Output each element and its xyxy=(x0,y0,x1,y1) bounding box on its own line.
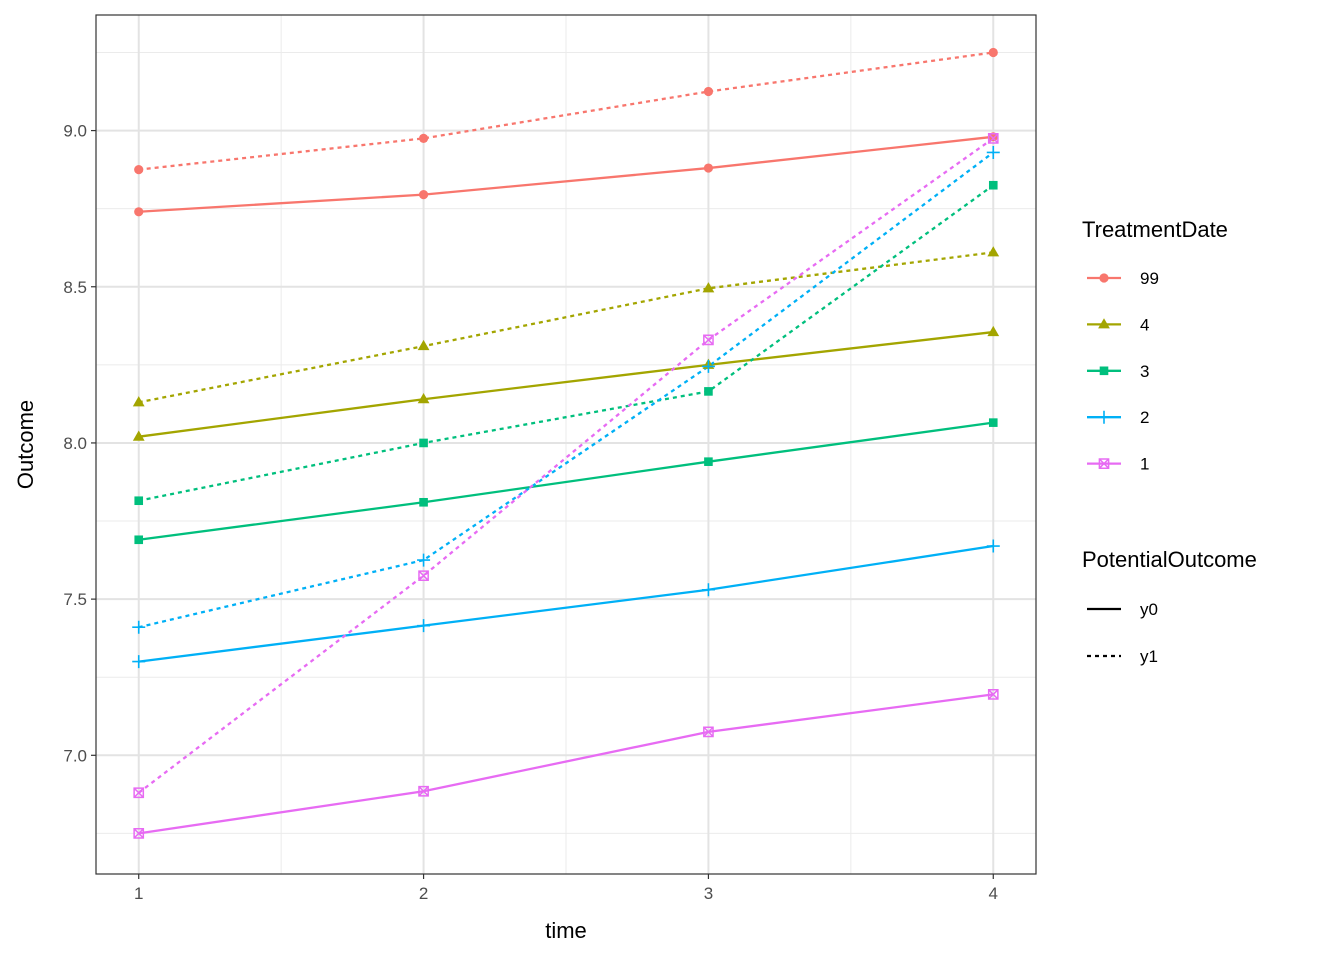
data-point-1-y1 xyxy=(133,787,145,799)
data-point-4-y1 xyxy=(987,246,1000,257)
data-point-3-y1 xyxy=(988,180,998,190)
x-axis-title: time xyxy=(545,918,587,943)
y-tick-label: 8.0 xyxy=(63,434,87,453)
data-point-1-y0 xyxy=(418,785,429,797)
data-point-3-y0 xyxy=(419,497,428,507)
data-point-1-y1 xyxy=(987,133,999,144)
data-point-1-y1 xyxy=(703,334,714,346)
series-line-1-y0 xyxy=(138,693,994,835)
series-line-99-y0 xyxy=(138,135,994,213)
series-line-3-y1 xyxy=(138,184,994,502)
potential-outcome-legend: PotentialOutcome y0 y1 xyxy=(1082,547,1257,666)
series-lines xyxy=(138,51,994,835)
legend-label: 1 xyxy=(1140,455,1149,474)
y-tick-label: 9.0 xyxy=(63,122,87,141)
y-tick-label: 7.5 xyxy=(63,590,87,609)
x-tick-label: 1 xyxy=(134,884,143,903)
legend-key-marker xyxy=(1099,273,1109,283)
treatment-date-legend: TreatmentDate 99 4 3 2 1 xyxy=(1082,217,1228,474)
data-point-99-y1 xyxy=(988,47,998,58)
data-point-3-y0 xyxy=(134,535,144,545)
data-point-2-y1 xyxy=(132,620,146,634)
plot-panel-border xyxy=(95,14,1037,875)
legend-key-marker xyxy=(1098,458,1110,469)
data-point-4-y0 xyxy=(417,393,430,404)
series-line-4-y1 xyxy=(138,251,994,404)
series-line-1-y1 xyxy=(138,137,994,794)
data-point-2-y0 xyxy=(986,539,1000,553)
data-point-1-y0 xyxy=(133,828,145,839)
data-point-2-y1 xyxy=(417,553,431,567)
data-point-4-y0 xyxy=(132,430,145,441)
data-point-3-y0 xyxy=(704,457,713,466)
y-tick-label: 8.5 xyxy=(63,278,87,297)
treatment-date-legend-title: TreatmentDate xyxy=(1082,217,1228,242)
axes: 7.0 7.5 8.0 8.5 9.0 1 2 3 4 xyxy=(63,122,998,903)
data-point-2-y1 xyxy=(701,359,715,373)
data-point-4-y1 xyxy=(132,396,145,407)
data-point-2-y0 xyxy=(132,655,146,669)
y-axis-title: Outcome xyxy=(13,400,38,489)
y-tick-label: 7.0 xyxy=(63,746,87,765)
data-point-4-y1 xyxy=(417,339,430,351)
data-point-99-y1 xyxy=(703,86,714,97)
data-point-4-y1 xyxy=(702,282,715,293)
data-point-1-y0 xyxy=(987,689,999,700)
data-point-3-y1 xyxy=(704,387,713,396)
legend-key-marker xyxy=(1097,410,1111,424)
legend-label: 2 xyxy=(1140,408,1149,427)
legend-label: 3 xyxy=(1140,362,1149,381)
legend-key-marker xyxy=(1098,318,1110,329)
legend-key-marker xyxy=(1099,366,1109,376)
data-point-3-y0 xyxy=(988,418,998,427)
x-tick-label: 3 xyxy=(704,884,713,903)
x-tick-label: 4 xyxy=(989,884,998,903)
potential-outcome-legend-title: PotentialOutcome xyxy=(1082,547,1257,572)
series-line-3-y0 xyxy=(138,421,994,541)
data-point-3-y1 xyxy=(419,438,428,448)
data-point-2-y0 xyxy=(417,619,431,633)
legend-label: 4 xyxy=(1140,315,1149,334)
grid-lines xyxy=(96,15,1036,874)
data-point-99-y1 xyxy=(134,165,144,175)
data-point-2-y0 xyxy=(701,583,715,597)
series-points xyxy=(132,47,1000,839)
legend-label: 99 xyxy=(1140,269,1159,288)
data-point-99-y1 xyxy=(418,133,429,143)
data-point-99-y0 xyxy=(703,163,714,173)
legend-label: y1 xyxy=(1140,647,1158,666)
data-point-1-y0 xyxy=(703,726,714,738)
data-point-4-y0 xyxy=(987,325,1000,337)
series-line-2-y1 xyxy=(138,151,994,629)
data-point-99-y0 xyxy=(134,207,144,217)
series-line-4-y0 xyxy=(138,330,994,438)
data-point-3-y1 xyxy=(134,496,144,506)
x-tick-label: 2 xyxy=(419,884,428,903)
legend-label: y0 xyxy=(1140,600,1158,619)
data-point-1-y1 xyxy=(418,570,429,582)
series-line-2-y0 xyxy=(138,544,994,663)
data-point-2-y1 xyxy=(986,145,1000,159)
data-point-99-y0 xyxy=(418,190,429,200)
